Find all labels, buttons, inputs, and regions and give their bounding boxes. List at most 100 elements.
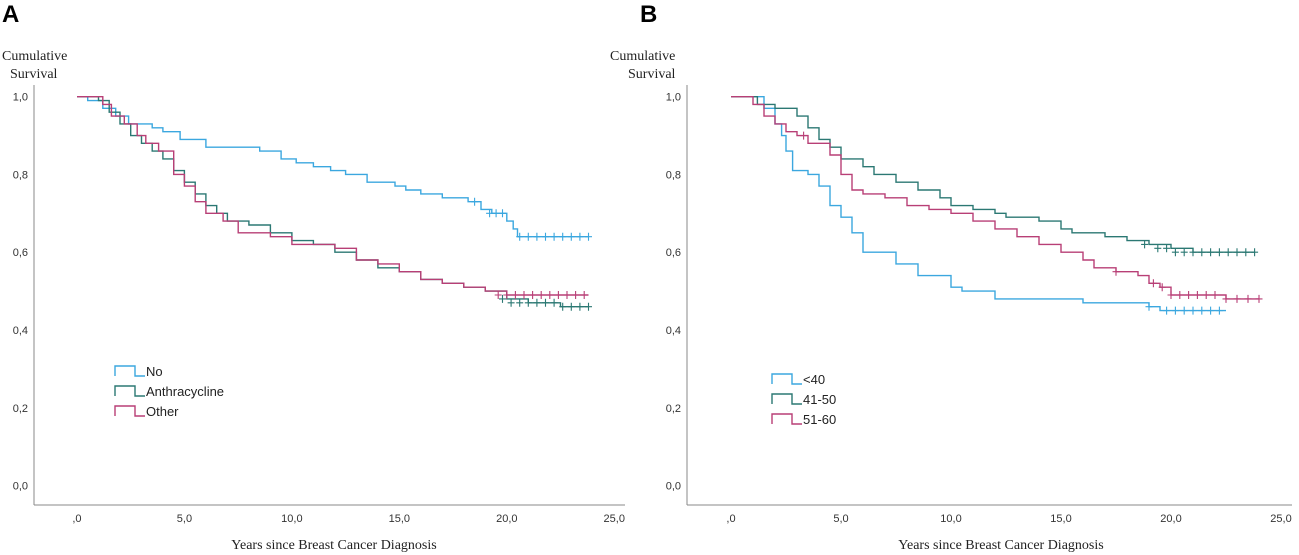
censor-mark [1180,306,1188,315]
panel-letter: A [2,1,19,28]
censor-mark [499,294,506,303]
panel-a: A Cumulative Survival Years since Breast… [0,0,640,555]
censor-mark [1149,279,1157,288]
censor-mark [1163,244,1171,253]
survival-curve [77,96,589,296]
censor-mark [572,291,580,299]
censor-mark [1215,248,1223,257]
censor-mark [529,291,537,299]
censor-mark [524,232,532,241]
y-axis-label-line1: Cumulative [610,49,675,64]
censor-mark [585,232,592,241]
x-tick-label: ,0 [726,513,735,525]
legend-swatch [771,393,802,405]
censor-mark [503,291,511,299]
censor-mark [1112,267,1120,276]
y-tick-label: 0,0 [13,481,28,493]
censor-mark [550,298,558,307]
censor-mark [1198,306,1206,315]
legend-label: 51-60 [803,412,836,427]
x-tick-label: 20,0 [496,513,517,525]
survival-curve [77,96,589,238]
censor-mark [1158,283,1166,292]
legend-swatch [771,413,802,425]
censor-mark [567,232,575,241]
plot-area: 0,0 0,2 0,4 0,6 0,8 1,0 ,0 5,0 10,0 15,0 20,0 25,0 N… [13,85,625,525]
censor-mark [576,232,584,241]
censor-mark [537,291,545,299]
panel-letter: B [640,1,657,28]
y-tick-label: 0,4 [666,325,681,337]
censor-mark [507,298,515,307]
x-tick-label: 15,0 [1050,513,1071,525]
censor-mark [471,197,479,206]
censor-mark [1141,240,1149,249]
censor-mark [1207,306,1215,315]
survival-chart-b: B Cumulative Survival Years since Breast… [610,1,1292,553]
y-axis-label-line2: Survival [10,67,58,82]
censor-mark [1167,291,1175,299]
censor-mark [559,302,567,311]
x-tick-label: 25,0 [1270,513,1291,525]
censor-mark [511,291,519,299]
censor-mark [1185,291,1193,299]
censor-mark [524,298,532,307]
legend-label: Anthracycline [146,384,224,399]
censor-mark [554,291,562,299]
legend-swatch [114,405,145,417]
censor-mark [1242,248,1250,257]
censor-mark [567,302,575,311]
censor-mark [542,298,549,307]
censor-mark [1154,244,1162,253]
y-tick-label: 0,6 [13,247,28,259]
censor-mark [1145,302,1153,311]
legend: <40 41-50 51-60 [771,372,836,427]
censor-mark [1251,248,1259,257]
censor-mark [499,209,506,218]
y-tick-label: 0,6 [666,247,681,259]
censor-mark [1233,248,1241,257]
y-tick-label: 1,0 [666,92,681,104]
censor-mark [492,209,500,218]
legend-swatch [114,385,145,397]
y-tick-label: 0,2 [13,403,28,415]
censor-mark [1180,248,1188,257]
censor-mark [580,291,588,299]
legend-label: No [146,364,163,379]
x-tick-label: 5,0 [833,513,848,525]
survival-chart-a: A Cumulative Survival Years since Breast… [2,1,625,553]
censor-mark [546,291,554,299]
censor-mark [550,232,558,241]
censor-mark [1189,306,1197,315]
y-axis-label-line1: Cumulative [2,49,67,64]
panel-b: B Cumulative Survival Years since Breast… [600,0,1299,555]
censor-mark [1255,294,1263,303]
censor-mark [542,232,549,241]
y-tick-label: 0,2 [666,403,681,415]
censor-mark [486,209,494,218]
x-axis-label: Years since Breast Cancer Diagnosis [231,538,436,553]
x-tick-label: 5,0 [177,513,192,525]
x-tick-label: ,0 [72,513,81,525]
censor-mark [533,298,541,307]
censor-mark [516,298,524,307]
censor-mark [520,291,528,299]
legend-swatch [771,373,802,385]
y-axis-label-line2: Survival [628,67,676,82]
x-tick-label: 10,0 [281,513,302,525]
y-tick-label: 0,8 [666,169,681,181]
y-tick-label: 0,0 [666,481,681,493]
censor-mark [1176,291,1184,299]
survival-curve [731,96,1226,312]
survival-curve [731,96,1255,253]
x-tick-label: 10,0 [940,513,961,525]
censor-mark [1198,248,1206,257]
censor-mark [1193,291,1201,299]
censor-mark [533,232,541,241]
censor-mark [1171,306,1179,315]
censor-mark [1202,291,1210,299]
legend-label: 41-50 [803,392,836,407]
censor-mark [1244,294,1252,303]
censor-mark [1189,248,1197,257]
censor-mark [516,232,524,241]
